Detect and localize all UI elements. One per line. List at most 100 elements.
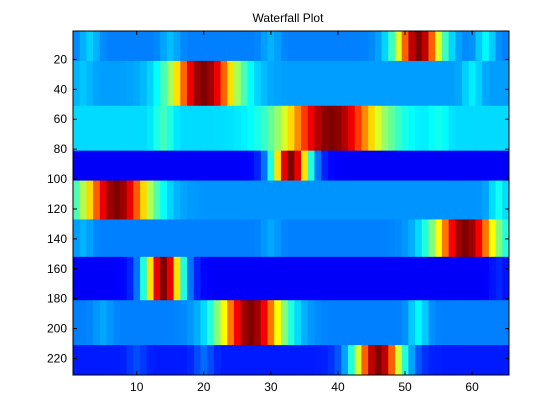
heatmap-cell [99,300,107,346]
heatmap-cell [160,180,168,220]
heatmap-cell [233,60,242,107]
heatmap-cell [260,180,268,220]
heatmap-cell [488,60,496,107]
heatmap-cell [207,60,215,107]
heatmap-cell [274,60,282,107]
heatmap-cell [448,60,456,107]
heatmap-cell [146,180,154,220]
heatmap-cell [421,300,429,346]
heatmap-cell [86,31,94,62]
heatmap-cell [187,300,195,346]
heatmap-cell [348,105,356,152]
heatmap-cell [287,345,295,376]
heatmap-cell [388,300,396,346]
heatmap-cell [79,219,87,258]
heatmap-cell [254,219,262,258]
heatmap-cell [421,60,429,107]
heatmap-cell [180,256,188,301]
y-tick-label: 140 [47,232,67,246]
heatmap-cell [113,31,121,62]
heatmap-cell [207,180,215,220]
heatmap-cell [200,60,208,107]
heatmap-cell [193,219,201,258]
heatmap-cell [401,219,409,258]
heatmap-cell [140,219,148,258]
heatmap-cell [374,219,382,258]
heatmap-cell [381,345,389,376]
heatmap-cell [341,60,349,107]
heatmap-cell [160,150,168,181]
heatmap-cell [187,60,195,107]
heatmap-cell [482,345,490,376]
heatmap-cell [307,345,315,376]
x-tick-label: 30 [264,380,278,394]
heatmap-cell [334,300,342,346]
heatmap-cell [307,180,315,220]
band-6 [73,219,510,258]
heatmap-cell [381,105,389,152]
heatmap-cell [408,31,416,62]
band-8 [73,300,510,346]
heatmap-cell [361,105,369,152]
band-5 [73,180,510,220]
heatmap-cell [99,105,107,152]
heatmap-cell [441,345,450,376]
heatmap-cell [394,219,403,258]
heatmap-cell [468,60,476,107]
heatmap-cell [99,60,107,107]
heatmap-cell [475,256,483,301]
heatmap-cell [341,150,349,181]
heatmap-cell [233,31,242,62]
heatmap-cell [200,219,208,258]
heatmap-cell [86,219,94,258]
heatmap-cell [280,105,289,152]
heatmap-cell [348,180,356,220]
heatmap-cell [475,345,483,376]
x-axis: 10 20 30 40 50 60 [130,31,479,394]
heatmap-cell [213,345,221,376]
heatmap-cell [247,60,255,107]
heatmap-cell [287,150,295,181]
heatmap-cell [287,256,295,301]
heatmap-cell [193,105,201,152]
heatmap-cell [73,31,81,62]
heatmap-cell [334,345,342,376]
heatmap-cell [455,180,463,220]
heatmap-cell [321,105,329,152]
heatmap-cell [213,256,221,301]
heatmap-cell [73,219,81,258]
heatmap-cell [213,105,221,152]
heatmap-cell [274,31,282,62]
heatmap-cell [99,180,107,220]
heatmap-cell [247,31,255,62]
heatmap-cell [354,180,362,220]
heatmap-cell [267,105,275,152]
heatmap-cell [482,150,490,181]
heatmap-cell [287,219,295,258]
heatmap-cell [448,105,456,152]
heatmap-cell [119,300,128,346]
heatmap-cell [274,300,282,346]
heatmap-cell [502,105,510,152]
heatmap-cell [462,256,470,301]
heatmap-cell [394,31,403,62]
heatmap-cell [314,60,322,107]
heatmap-cell [368,60,376,107]
heatmap-cell [113,345,121,376]
heatmap-cell [482,31,490,62]
heatmap-cell [435,180,443,220]
heatmap-cell [93,180,101,220]
heatmap-cell [301,60,309,107]
heatmap-cell [193,180,201,220]
heatmap-cell [361,345,369,376]
heatmap-cell [267,256,275,301]
heatmap-cell [368,31,376,62]
heatmap-cell [240,150,248,181]
heatmap-cell [368,300,376,346]
heatmap-cell [321,31,329,62]
heatmap-cell [233,150,242,181]
heatmap-cell [307,256,315,301]
heatmap-cell [247,300,255,346]
heatmap-cell [247,180,255,220]
